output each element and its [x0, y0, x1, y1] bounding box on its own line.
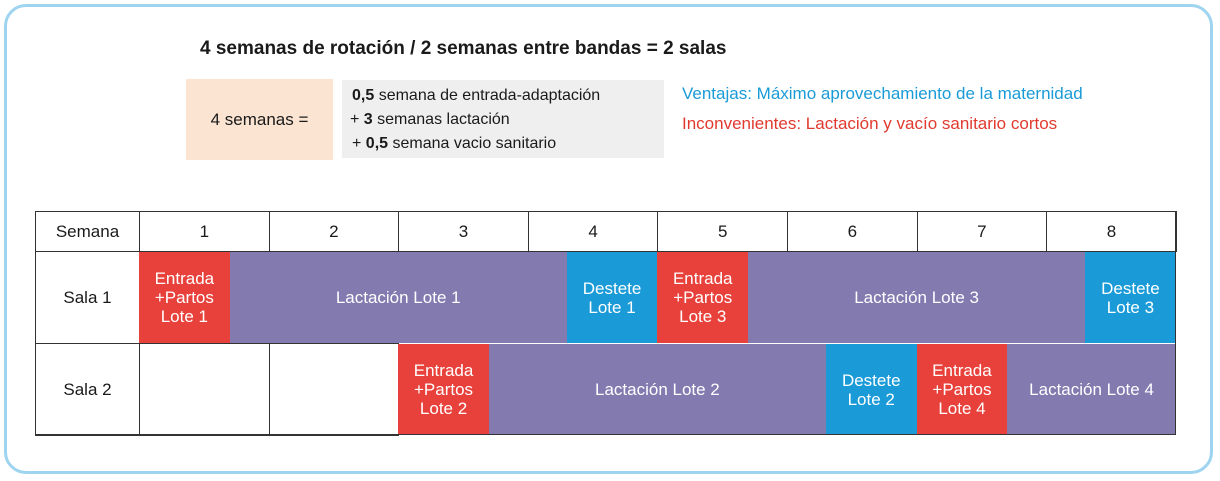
equation-line-number: 3 [363, 111, 373, 128]
equation-line-text: semana vacio sanitario [388, 135, 557, 152]
week-header-3: 3 [398, 211, 529, 252]
block-label-line: Entrada [154, 269, 215, 288]
block-label-line: Lactación Lote 1 [335, 288, 461, 307]
equation-line-number: 0,5 [365, 135, 389, 152]
entrada-block-label: Entrada +Partos Lote 4 [932, 361, 992, 418]
week-header-5: 5 [657, 211, 788, 252]
week-header-6: 6 [787, 211, 918, 252]
equation-right-box: 0,5 semana de entrada-adaptación + 3 sem… [342, 80, 664, 158]
block-label-line: Lote 1 [588, 297, 636, 317]
block-label-line: Lote 3 [679, 307, 727, 326]
advantages-note: Ventajas: Máximo aprovechamiento de la m… [682, 84, 1083, 103]
block-label-line: Entrada [932, 361, 992, 380]
week-header-1: 1 [139, 211, 270, 252]
equation-left-label: 4 semanas = [210, 109, 309, 129]
block-label-line: +Partos [154, 288, 214, 307]
block-label-line: Lote 2 [847, 389, 895, 409]
disadvantages-note: Inconvenientes: Lactación y vacío sanita… [682, 114, 1058, 133]
equation-line-text: semanas lactación [372, 111, 510, 128]
destete-block: Destete Lote 2 [825, 344, 917, 435]
equation-line-prefix: + [352, 135, 366, 152]
block-label-line: Lote 1 [160, 307, 208, 326]
block-label-line: +Partos [932, 380, 992, 399]
lactacion-block-label: Lactación Lote 3 [854, 288, 979, 307]
empty-slot [268, 343, 400, 436]
week-header-2: 2 [268, 211, 400, 252]
entrada-block: Entrada +Partos Lote 4 [916, 344, 1008, 435]
equation-line-text: semana de entrada-adaptación [374, 87, 601, 104]
diagram-frame [4, 4, 1213, 474]
week-header-8: 8 [1046, 211, 1177, 252]
lactacion-block-label: Lactación Lote 4 [1029, 380, 1154, 399]
entrada-block: Entrada +Partos Lote 1 [139, 252, 230, 343]
equation-line-prefix: + [350, 111, 364, 128]
destete-block-label: Destete Lote 2 [842, 371, 901, 409]
block-label-line: Destete [841, 370, 901, 390]
entrada-block-label: Entrada +Partos Lote 1 [155, 269, 215, 326]
room-label: Sala 2 [35, 343, 140, 436]
equation-line-number: 0,5 [352, 87, 375, 104]
room-label: Sala 1 [35, 251, 140, 344]
lactacion-block: Lactación Lote 1 [229, 252, 567, 343]
equation-left-box: 4 semanas = [186, 79, 333, 160]
block-label-line: Entrada [413, 361, 474, 380]
entrada-block-label: Entrada +Partos Lote 3 [673, 269, 733, 326]
block-label-line: +Partos [673, 288, 733, 307]
destete-block: Destete Lote 1 [566, 252, 658, 343]
destete-block-label: Destete Lote 3 [1101, 279, 1160, 317]
block-label-line: Lactación Lote 2 [595, 380, 720, 399]
entrada-block: Entrada +Partos Lote 3 [657, 252, 749, 343]
block-label-line: Lactación Lote 4 [1029, 380, 1154, 399]
week-header-7: 7 [916, 211, 1048, 252]
lactacion-block-label: Lactación Lote 2 [595, 380, 720, 399]
block-label-line: Entrada [672, 269, 733, 288]
block-label-line: Lote 4 [938, 399, 986, 418]
block-label-line: Destete [1101, 278, 1160, 298]
block-label-line: Lote 3 [1106, 297, 1155, 317]
week-header-4: 4 [527, 211, 659, 252]
lactacion-block: Lactación Lote 2 [488, 344, 826, 435]
lactacion-block: Lactación Lote 3 [748, 252, 1086, 343]
equation-line-vacio: + 0,5 semana vacio sanitario [342, 132, 664, 156]
entrada-block-label: Entrada +Partos Lote 2 [414, 361, 474, 418]
diagram-title: 4 semanas de rotación / 2 semanas entre … [200, 38, 727, 59]
schedule-grid: Semana 1 2 3 4 5 6 7 8 Sala 1 Entrada +Partos Lote 1… [35, 211, 1177, 436]
block-label-line: +Partos [414, 380, 474, 399]
equation-line-lactacion: + 3 semanas lactación [342, 108, 664, 132]
week-header-label: Semana [35, 211, 140, 252]
destete-block-label: Destete Lote 1 [583, 279, 642, 317]
lactacion-block-label: Lactación Lote 1 [336, 288, 461, 307]
empty-slot [139, 343, 270, 436]
destete-block: Destete Lote 3 [1085, 252, 1176, 343]
equation-line-entrada: 0,5 semana de entrada-adaptación [342, 84, 664, 108]
entrada-block: Entrada +Partos Lote 2 [398, 344, 489, 435]
block-label-line: Lote 2 [419, 399, 468, 418]
block-label-line: Destete [582, 278, 642, 298]
block-label-line: Lactación Lote 3 [854, 288, 979, 307]
lactacion-block: Lactación Lote 4 [1007, 344, 1176, 435]
